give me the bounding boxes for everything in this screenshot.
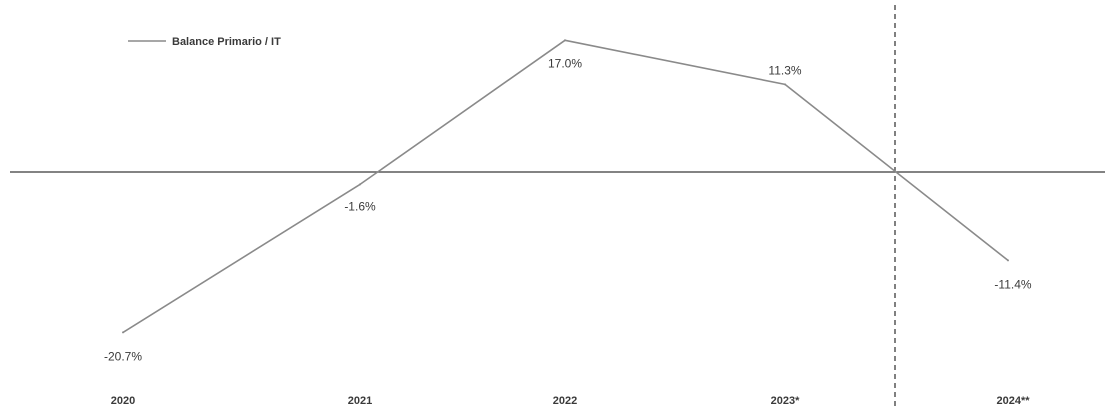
legend: Balance Primario / IT xyxy=(128,36,281,48)
series-line xyxy=(122,39,1009,334)
legend-label: Balance Primario / IT xyxy=(172,36,281,48)
series-layer xyxy=(122,39,1009,334)
data-point xyxy=(564,39,566,42)
data-point xyxy=(122,331,124,334)
x-tick-label: 2024** xyxy=(996,395,1030,406)
x-tick-label: 2022 xyxy=(553,395,577,406)
data-point xyxy=(784,83,786,86)
data-label: -11.4% xyxy=(994,277,1031,291)
data-label: 11.3% xyxy=(768,63,801,77)
x-tick-label: 2020 xyxy=(111,395,135,406)
data-labels: -20.7% -1.6% 17.0% 11.3% -11.4% xyxy=(104,56,1032,363)
data-point xyxy=(359,183,361,186)
data-label: 17.0% xyxy=(548,56,582,70)
data-label: -1.6% xyxy=(344,199,376,213)
x-tick-label: 2021 xyxy=(348,395,372,406)
x-tick-label: 2023* xyxy=(771,395,800,406)
data-point xyxy=(1007,259,1009,262)
data-label: -20.7% xyxy=(104,349,142,363)
x-axis-ticks: 2020 2021 2022 2023* 2024** xyxy=(111,395,1030,406)
